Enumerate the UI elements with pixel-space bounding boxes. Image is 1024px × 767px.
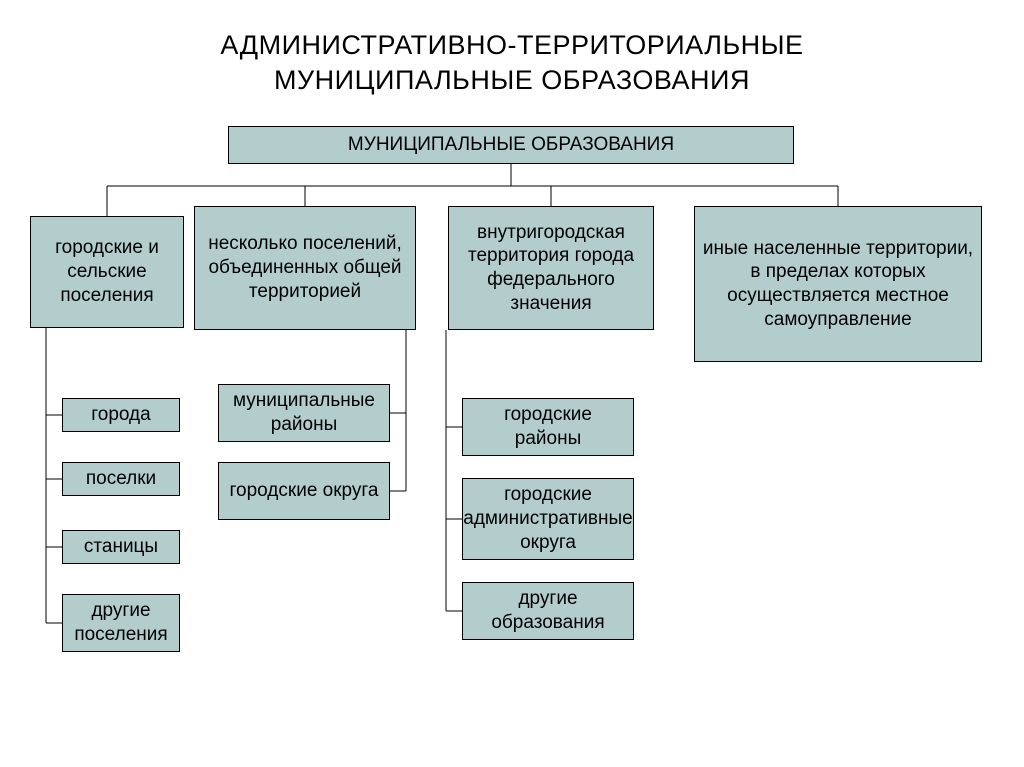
node-label: внутригородская территория города федера… <box>455 221 647 316</box>
node-label: городские округа <box>230 479 379 503</box>
child-node: городские административные округа <box>462 478 634 560</box>
node-label: муниципальные районы <box>225 389 383 437</box>
child-node: городские округа <box>218 462 390 520</box>
node-label: другие поселения <box>69 599 173 647</box>
node-label: иные населенные территории, в пределах к… <box>701 237 975 332</box>
level2-node: иные населенные территории, в пределах к… <box>694 206 982 362</box>
level2-node: городские и сельские поселения <box>30 216 184 328</box>
root-node: МУНИЦИПАЛЬНЫЕ ОБРАЗОВАНИЯ <box>228 126 794 164</box>
child-node: муниципальные районы <box>218 384 390 442</box>
child-node: городские районы <box>462 398 634 456</box>
child-node: другие образования <box>462 582 634 640</box>
node-label: городские районы <box>469 403 627 451</box>
level2-node: внутригородская территория города федера… <box>448 206 654 330</box>
child-node: другие поселения <box>62 594 180 652</box>
node-label: города <box>91 403 150 427</box>
diagram-title: АДМИНИСТРАТИВНО-ТЕРРИТОРИАЛЬНЫЕ МУНИЦИПА… <box>0 0 1024 98</box>
level2-node: несколько поселений, объединенных общей … <box>194 206 416 330</box>
node-label: городские и сельские поселения <box>37 236 177 307</box>
child-node: города <box>62 398 180 432</box>
title-line-1: АДМИНИСТРАТИВНО-ТЕРРИТОРИАЛЬНЫЕ <box>220 30 803 60</box>
title-line-2: МУНИЦИПАЛЬНЫЕ ОБРАЗОВАНИЯ <box>274 65 750 95</box>
node-label: несколько поселений, объединенных общей … <box>201 232 409 303</box>
node-label: станицы <box>84 535 158 559</box>
node-label: другие образования <box>469 587 627 635</box>
node-label: городские административные округа <box>463 483 632 554</box>
node-label: поселки <box>86 467 156 491</box>
child-node: станицы <box>62 530 180 564</box>
child-node: поселки <box>62 462 180 496</box>
root-label: МУНИЦИПАЛЬНЫЕ ОБРАЗОВАНИЯ <box>348 133 674 157</box>
